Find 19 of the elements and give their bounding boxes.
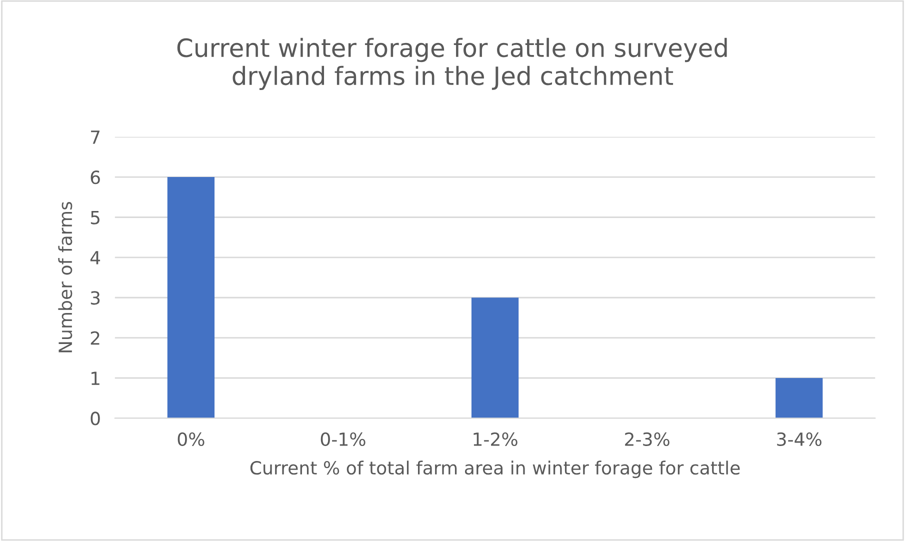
y-tick-label: 7 xyxy=(91,130,100,144)
x-tick-label: 0-1% xyxy=(320,432,366,446)
y-tick-label: 4 xyxy=(90,251,100,264)
y-tick-label: 1 xyxy=(92,372,100,385)
chart-title: Current winter forage for cattle on surveyed dryland farms in the Jed catchment xyxy=(177,38,727,90)
y-tick-label: 0 xyxy=(90,412,100,426)
x-tick-label: 0% xyxy=(178,432,204,446)
y-tick-label: 2 xyxy=(90,331,100,345)
bar xyxy=(776,378,823,418)
bar xyxy=(471,298,519,418)
y-tick-label: 6 xyxy=(90,170,100,184)
bar xyxy=(167,177,215,418)
x-tick-label: 3-4% xyxy=(777,432,822,446)
x-tick-label: 2-3% xyxy=(625,432,670,446)
y-tick-label: 3 xyxy=(90,291,100,305)
y-tick-label: 5 xyxy=(90,210,100,224)
x-tick-label: 1-2% xyxy=(474,432,518,446)
y-axis-title: Number of farms xyxy=(58,202,72,352)
x-axis-title: Current % of total farm area in winter forage for cattle xyxy=(250,460,740,478)
